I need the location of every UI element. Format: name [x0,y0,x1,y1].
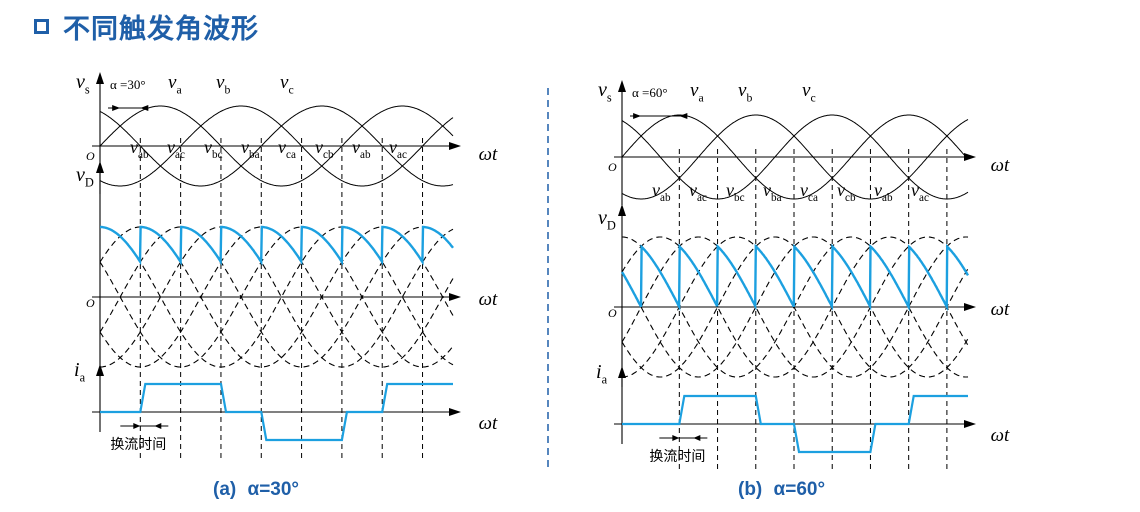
wt-axis-3-arrow [964,420,976,428]
line-wave-5 [100,226,454,368]
phase-label-1: vb [738,80,752,104]
vs-axis-arrow [96,72,104,84]
commutation-label: 换流时间 [649,448,705,465]
origin-label-1: O [608,160,617,174]
phase-label-0: va [168,72,182,96]
origin-label-2: O [608,306,617,320]
alpha-arrow-right [679,113,688,119]
commutation-arrow-r [693,435,701,441]
wt-axis-1-arrow [964,153,976,161]
line-wave-4 [99,226,454,368]
vs-axis-arrow [618,80,626,92]
alpha-label: α =30° [110,77,146,92]
vD-output-trace [100,225,454,266]
phase-label-0: va [690,80,704,104]
line-label-7: vac [911,180,929,204]
line-wave-4 [621,236,969,378]
ia-current-trace [622,394,968,454]
line-wave-2 [100,226,454,368]
commutation-label: 换流时间 [110,436,166,453]
wt-label-3: ωt [991,425,1010,446]
wt-axis-2-arrow [964,303,976,311]
phase-label-1: vb [216,72,230,96]
line-label-3: vba [241,137,260,161]
commutation-arrow-l [672,435,680,441]
phase-wave-0 [621,114,969,200]
vD-label: vD [76,164,94,190]
origin-label-2: O [86,296,95,310]
phase-label-2: vc [802,80,816,104]
line-label-3: vba [763,180,782,204]
wt-axis-2-arrow [449,293,461,301]
caption-a-value: α=30° [247,479,300,500]
vD-output-trace [620,243,970,312]
commutation-arrow-r [154,423,162,429]
caption-b: (b) α=60° [738,479,825,501]
wt-axis-3-arrow [449,408,461,416]
caption-a-prefix: (a) [213,479,237,500]
phase-wave-0 [99,105,454,187]
wt-axis-1-arrow [449,142,461,150]
line-label-5: vcb [837,180,856,204]
wt-label-2: ωt [991,299,1010,320]
phase-wave-2 [99,105,454,187]
line-label-4: vca [278,137,296,161]
wt-label-1: ωt [479,144,498,165]
line-label-7: vac [389,137,407,161]
page-title: 不同触发角波形 [34,6,259,46]
vs-label: vs [76,71,90,97]
alpha-label: α =60° [632,85,668,100]
line-label-2: vbc [204,137,223,161]
line-wave-1 [99,226,454,368]
ia-axis-arrow [96,364,104,376]
line-label-6: vab [352,137,371,161]
caption-a: (a) α=30° [213,479,299,501]
vD-axis-arrow [618,204,626,216]
vs-label: vs [598,79,612,105]
line-label-5: vcb [315,137,334,161]
line-label-0: vab [130,137,149,161]
alpha-arrow-right [140,105,149,111]
origin-label-1: O [86,149,95,163]
wt-label-3: ωt [479,413,498,434]
line-label-0: vab [652,180,671,204]
ia-axis-arrow [618,366,626,378]
wt-label-1: ωt [991,155,1010,176]
phase-wave-1 [99,105,454,187]
ia-label: ia [596,361,608,387]
line-label-1: vac [167,137,185,161]
alpha-arrow-left [112,105,121,111]
wt-label-2: ωt [479,289,498,310]
vD-label: vD [598,207,616,233]
page-title-text: 不同触发角波形 [63,13,259,45]
commutation-arrow-l [133,423,141,429]
bullet-square-icon [34,18,49,34]
ia-current-trace [100,382,453,442]
alpha-arrow-left [633,113,642,119]
line-label-6: vab [874,180,893,204]
line-label-1: vac [689,180,707,204]
vD-axis-arrow [96,161,104,173]
phase-label-2: vc [280,72,294,96]
ia-label: ia [74,359,86,385]
caption-b-prefix: (b) [738,479,763,500]
line-label-2: vbc [726,180,745,204]
caption-b-value: α=60° [773,479,826,500]
line-label-4: vca [800,180,818,204]
